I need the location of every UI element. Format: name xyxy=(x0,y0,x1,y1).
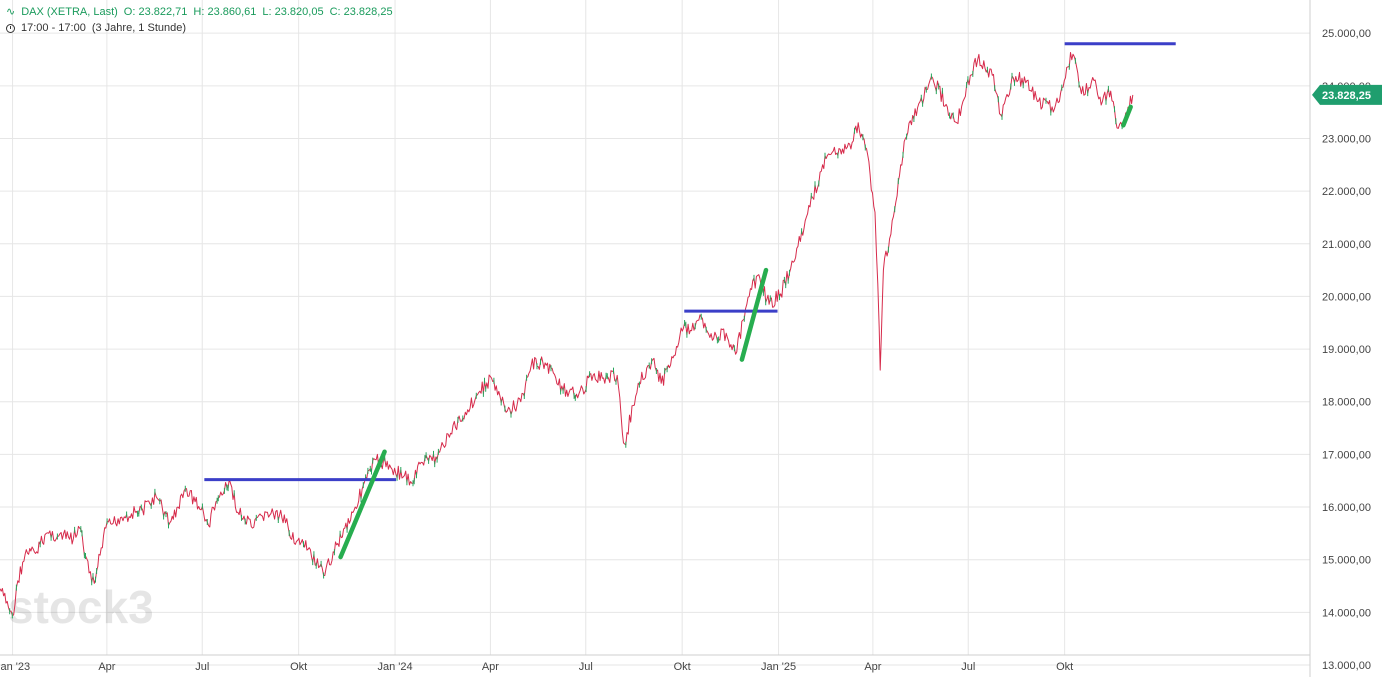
chart-legend: ∿ DAX (XETRA, Last) O: 23.822,71 H: 23.8… xyxy=(6,4,393,36)
legend-range[interactable]: (3 Jahre, 1 Stunde) xyxy=(91,22,187,34)
y-tick-label: 15.000,00 xyxy=(1322,555,1371,567)
x-tick-label: Jul xyxy=(579,661,593,673)
watermark-text: stock3 xyxy=(8,581,154,633)
y-tick-label: 21.000,00 xyxy=(1322,239,1371,251)
trend-segment xyxy=(338,449,387,560)
last-price-label: 23.828,25 xyxy=(1322,90,1371,102)
x-tick-label: Okt xyxy=(290,661,307,673)
legend-row-session: 17:00 - 17:00 (3 Jahre, 1 Stunde) xyxy=(6,20,393,36)
legend-high: H: 23.860,61 xyxy=(193,6,257,18)
annotation-layer xyxy=(204,42,1176,560)
legend-symbol[interactable]: DAX (XETRA, Last) xyxy=(21,6,118,18)
y-tick-label: 22.000,00 xyxy=(1322,186,1371,198)
y-tick-label: 19.000,00 xyxy=(1322,344,1371,356)
grid-layer xyxy=(0,0,1310,666)
x-tick-label: Okt xyxy=(1056,661,1073,673)
x-tick-label: Apr xyxy=(98,661,115,673)
y-tick-label: 17.000,00 xyxy=(1322,449,1371,461)
y-tick-label: 20.000,00 xyxy=(1322,291,1371,303)
legend-low: L: 23.820,05 xyxy=(262,6,324,18)
x-tick-label: Jan '23 xyxy=(0,661,30,673)
x-tick-label: Apr xyxy=(864,661,881,673)
clock-icon xyxy=(6,23,15,33)
legend-close: C: 23.828,25 xyxy=(329,6,393,18)
y-tick-label: 14.000,00 xyxy=(1322,607,1371,619)
legend-session: 17:00 - 17:00 xyxy=(21,22,86,34)
watermark: stock3 xyxy=(8,581,154,633)
trend-segment xyxy=(1121,104,1133,128)
x-tick-label: Okt xyxy=(674,661,691,673)
series-layer xyxy=(0,52,1134,619)
y-tick-label: 16.000,00 xyxy=(1322,502,1371,514)
trend-segment xyxy=(739,267,769,362)
y-tick-label: 23.000,00 xyxy=(1322,133,1371,145)
line-series-icon: ∿ xyxy=(6,6,16,18)
x-tick-label: Jan '24 xyxy=(377,661,412,673)
price-up-ticks xyxy=(9,57,1123,619)
x-tick-label: Jul xyxy=(195,661,209,673)
price-line xyxy=(0,52,1134,616)
x-tick-label: Jul xyxy=(961,661,975,673)
last-price-badge xyxy=(1312,84,1382,105)
legend-row-ohlc: ∿ DAX (XETRA, Last) O: 23.822,71 H: 23.8… xyxy=(6,4,393,20)
x-tick-label: Jan '25 xyxy=(761,661,796,673)
x-tick-label: Apr xyxy=(482,661,499,673)
y-tick-label: 18.000,00 xyxy=(1322,397,1371,409)
y-tick-label: 25.000,00 xyxy=(1322,28,1371,40)
y-tick-label: 13.000,00 xyxy=(1322,660,1371,672)
legend-open: O: 23.822,71 xyxy=(123,6,188,18)
